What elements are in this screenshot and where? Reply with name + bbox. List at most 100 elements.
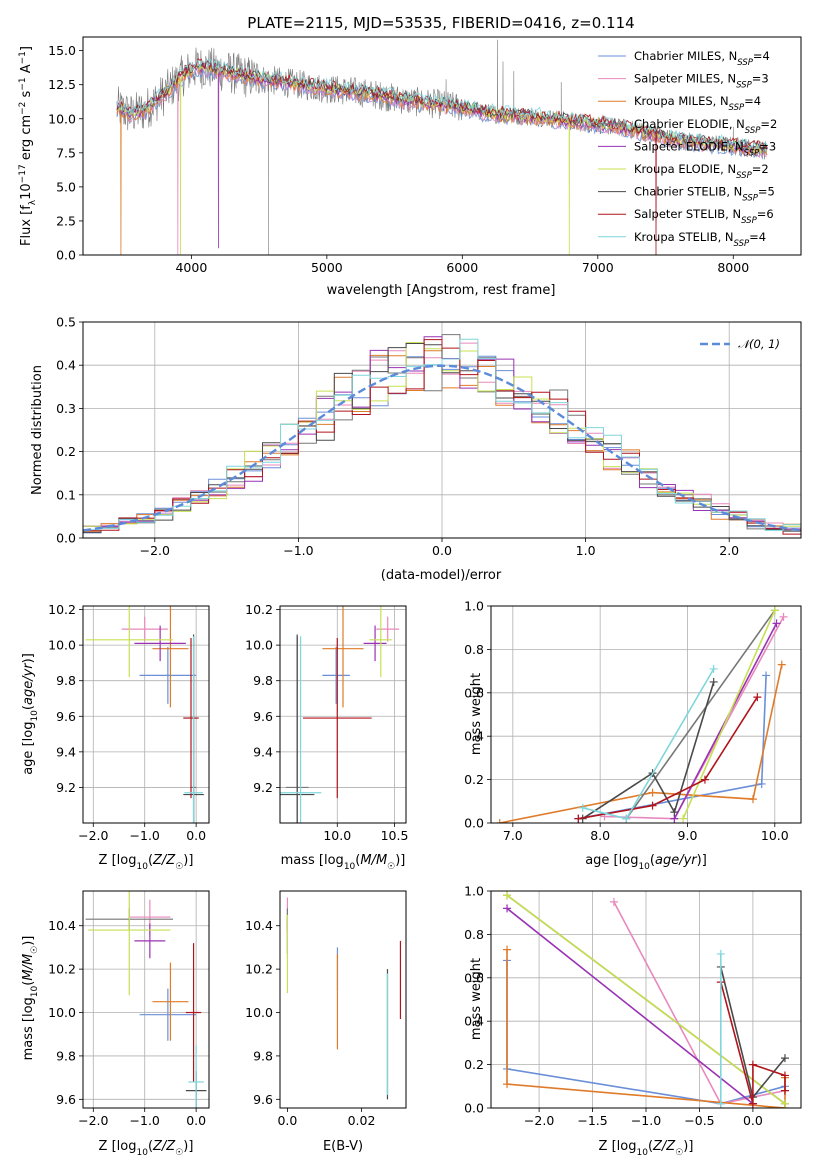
axes-frame bbox=[82, 605, 210, 824]
label-part: 10 bbox=[30, 710, 40, 722]
y-tick-label: 9.8 bbox=[56, 1048, 76, 1063]
plus-marker bbox=[503, 945, 512, 954]
axes: −2.0 −1.0 0.09.29.49.69.810.010.2Z [log10(… bbox=[21, 602, 210, 872]
legend-label: Kroupa MILES, N bbox=[634, 94, 729, 108]
plot-area bbox=[495, 606, 788, 823]
x-axis-label: E(B-V) bbox=[323, 1139, 363, 1154]
axes-frame bbox=[82, 36, 802, 256]
legend-label: Chabrier ELODIE, N bbox=[634, 117, 745, 131]
y-tick-label: 9.8 bbox=[253, 673, 273, 688]
label-part: ( bbox=[21, 705, 36, 710]
label-part: ☉ bbox=[387, 862, 395, 872]
plus-marker bbox=[780, 1071, 789, 1080]
label-part: ( bbox=[148, 1139, 153, 1154]
plus-marker bbox=[709, 664, 718, 673]
label-part: λ bbox=[28, 199, 38, 205]
x-tick-label: 5000 bbox=[311, 260, 343, 275]
y-tick-label: 9.8 bbox=[56, 673, 76, 688]
plus-marker bbox=[780, 1054, 789, 1063]
plot-area bbox=[286, 897, 402, 1100]
axes: 0.0 0.02 9.6 9.8 10.0 10.2 10.4 E(B-V) bbox=[245, 890, 407, 1154]
errorbar-point-salpeter-stelib bbox=[183, 638, 199, 799]
series-kroupa-stelib bbox=[716, 949, 725, 1108]
x-tick-label: −1.0 bbox=[631, 1113, 661, 1128]
errorbar-point-kroupa-stelib bbox=[188, 1045, 204, 1108]
plus-marker bbox=[780, 1099, 789, 1108]
y-tick-label: 0.2 bbox=[56, 444, 76, 459]
y-tick-label: 10.0 bbox=[245, 638, 273, 653]
x-axis-label: wavelength [Angstrom, rest frame] bbox=[327, 283, 556, 298]
x-tick-label: 9.0 bbox=[678, 828, 698, 843]
errorbar-point-kroupa-miles bbox=[152, 606, 189, 708]
plus-marker bbox=[503, 1080, 512, 1089]
plus-marker bbox=[779, 612, 788, 621]
y-tick-label: 9.4 bbox=[253, 744, 273, 759]
label-part: )] bbox=[697, 853, 707, 868]
plus-marker bbox=[753, 693, 762, 702]
plus-marker bbox=[679, 814, 688, 823]
series-line bbox=[506, 894, 786, 1105]
plus-marker bbox=[762, 671, 771, 680]
axes: 4000 5000 6000 7000 8000 0.0 2.5 5.0 7.5 10.0 12.5… bbox=[18, 36, 802, 298]
y-tick-label: 10.0 bbox=[48, 111, 76, 126]
errorbar-point-chabrier-miles bbox=[139, 988, 197, 1041]
panel-age_vs_mass: 10.0 10.5 9.2 9.4 9.6 9.8 10.0 10.2 mass [log10(… bbox=[245, 602, 408, 872]
errorbar-point-kroupa-elodie bbox=[88, 891, 171, 996]
y-tick-label: 0.2 bbox=[464, 1057, 484, 1072]
x-tick-label: 8.0 bbox=[590, 828, 610, 843]
axes: 7.0 8.0 9.0 10.0 0.0 0.2 0.4 0.6 0.8 1.0 age [log1… bbox=[464, 599, 802, 872]
plot-area bbox=[85, 891, 207, 1108]
legend-entry: Salpeter MILES, NSSP=3 bbox=[634, 72, 769, 91]
label-part: ] bbox=[19, 46, 34, 51]
legend-label-end: =3 bbox=[752, 72, 769, 86]
label-part: Z [log bbox=[99, 1139, 137, 1154]
errorbar-point-kroupa-miles bbox=[322, 606, 364, 708]
histogram-kroupa-stelib bbox=[83, 338, 801, 538]
y-tick-label: 0.6 bbox=[464, 970, 484, 985]
series-line bbox=[625, 609, 776, 820]
plus-marker bbox=[748, 1099, 757, 1108]
label-part: ( bbox=[148, 853, 153, 868]
label-part: 10 bbox=[30, 985, 40, 997]
series-line bbox=[499, 664, 783, 823]
plus-marker bbox=[700, 775, 709, 784]
plot-area bbox=[280, 606, 400, 823]
label-part: )] bbox=[395, 853, 405, 868]
y-tick-label: 1.0 bbox=[464, 884, 484, 899]
legend-label-sub: SSP bbox=[736, 171, 752, 181]
legend-label-end: =5 bbox=[758, 185, 775, 199]
plus-marker bbox=[670, 808, 679, 817]
series-kroupa-miles bbox=[495, 660, 786, 823]
label-part: 10 bbox=[636, 1148, 648, 1158]
y-tick-label: 9.2 bbox=[253, 780, 273, 795]
legend-label: Kroupa ELODIE, N bbox=[634, 162, 736, 176]
y-tick-label: 2.5 bbox=[56, 213, 76, 228]
label-part: 10 bbox=[344, 862, 356, 872]
plus-marker bbox=[777, 660, 786, 669]
y-tick-label: 0.0 bbox=[464, 816, 484, 831]
y-axis-label: Flux [fλ10−17 erg cm−2 s−1 A−1] bbox=[18, 46, 38, 246]
panel-age_vs_Z: −2.0 −1.0 0.09.29.49.69.810.010.2Z [log10(… bbox=[21, 602, 210, 872]
plus-marker bbox=[578, 803, 587, 812]
plot-area bbox=[83, 334, 801, 538]
legend-label: Salpeter STELIB, N bbox=[634, 207, 741, 221]
y-tick-label: 0.8 bbox=[464, 927, 484, 942]
x-tick-label: 0.0 bbox=[186, 828, 206, 843]
x-tick-label: −2.0 bbox=[140, 543, 170, 558]
model-spectrum-chabrier-stelib bbox=[116, 60, 768, 153]
errorbar-point-salpeter-stelib bbox=[185, 943, 202, 1082]
panel-residuals: −2.0 −1.0 0.0 1.0 2.0 0.0 0.1 0.2 0.3 0.4 0.5 𝒩(0, … bbox=[30, 315, 802, 583]
label-part: −1 bbox=[18, 51, 28, 64]
errorbar-point-chabrier-miles bbox=[139, 646, 197, 704]
plus-marker bbox=[648, 788, 657, 797]
legend-label-end: =2 bbox=[760, 117, 777, 131]
label-part: 10 bbox=[19, 183, 34, 200]
label-part: Z/Z bbox=[152, 853, 176, 868]
plus-marker bbox=[574, 814, 583, 823]
legend-label-end: =2 bbox=[752, 162, 769, 176]
legend-entry: Kroupa STELIB, NSSP=4 bbox=[634, 230, 766, 249]
label-part: −17 bbox=[18, 164, 28, 183]
panel-mass_vs_ebv: 0.0 0.02 9.6 9.8 10.0 10.2 10.4 E(B-V) bbox=[245, 890, 407, 1154]
y-axis-label: age [log10(age/yr)] bbox=[21, 653, 40, 775]
legend-entry: Kroupa MILES, NSSP=4 bbox=[634, 94, 761, 113]
